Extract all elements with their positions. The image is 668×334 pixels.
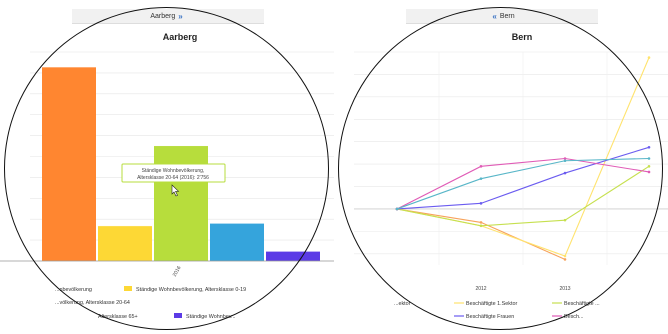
right-tab-bar[interactable]: « Bern — [406, 9, 598, 24]
left-tab-bar[interactable]: Aarberg » — [72, 9, 264, 24]
data-point[interactable] — [479, 221, 483, 224]
legend-item-1[interactable]: ...nbevölkerung — [55, 287, 92, 293]
data-point[interactable] — [647, 56, 651, 59]
data-point[interactable] — [563, 157, 567, 160]
right-tab-label[interactable]: Bern — [499, 12, 515, 20]
legend-swatch — [124, 286, 132, 291]
legend: ...nbevölkerung Ständige Wohnbevölkerung… — [55, 286, 246, 320]
legend-item-4[interactable]: Beschäftigte Frauen — [466, 314, 514, 320]
bar[interactable] — [266, 251, 320, 261]
bar[interactable] — [154, 145, 208, 261]
legend-item-5[interactable]: Besch... — [564, 314, 583, 320]
legend-item-5[interactable]: Ständige Wohnbev... — [186, 314, 236, 320]
grid — [354, 51, 668, 265]
legend-item-1[interactable]: ...ektor — [394, 301, 411, 307]
data-point[interactable] — [395, 207, 399, 211]
legend-item-3[interactable]: Beschäftigte ... — [564, 301, 600, 307]
mouse-cursor-icon — [171, 184, 180, 197]
tooltip: Ständige Wohnbevölkerung, Altersklasse 2… — [121, 163, 226, 183]
tooltip-line-2: Altersklasse 20-64 (2016): 2'756 — [137, 175, 209, 181]
series-line[interactable] — [396, 146, 650, 210]
data-point[interactable] — [563, 171, 567, 175]
forward-arrow-icon[interactable]: » — [178, 11, 183, 21]
data-point[interactable] — [479, 224, 483, 228]
bar[interactable] — [42, 67, 96, 261]
series-line[interactable] — [396, 165, 650, 227]
series-lines — [395, 56, 651, 261]
series-line[interactable] — [396, 208, 566, 260]
left-tab-label[interactable]: Aarberg — [150, 12, 176, 20]
data-point[interactable] — [563, 258, 567, 261]
series-line[interactable] — [396, 157, 650, 210]
legend-item-3[interactable]: ...völkerung, Altersklasse 20-64 — [55, 300, 130, 306]
right-panel: « Bern Bern 2012 2013 ...ektor Beschäftig… — [334, 0, 668, 334]
left-panel: Aarberg » Aarberg 2016 Ständige Wohnbevö… — [0, 7, 334, 330]
x-tick-label: 2012 — [475, 286, 486, 292]
x-tick-label: 2016 — [172, 265, 183, 278]
data-point[interactable] — [563, 218, 567, 222]
legend-item-4[interactable]: Altersklasse 65+ — [98, 314, 138, 320]
data-point[interactable] — [479, 177, 483, 180]
data-point[interactable] — [563, 254, 567, 258]
chart-title: Bern — [512, 32, 533, 42]
data-point[interactable] — [647, 165, 651, 168]
x-tick-label: 2013 — [559, 286, 570, 292]
legend: ...ektor Beschäftigte 1.Sektor Beschäfti… — [394, 301, 600, 320]
legend-swatch — [174, 313, 182, 318]
back-arrow-icon[interactable]: « — [492, 11, 497, 21]
data-point[interactable] — [647, 170, 651, 174]
chart-title: Aarberg — [163, 32, 198, 42]
data-point[interactable] — [647, 145, 651, 149]
data-point[interactable] — [479, 202, 483, 205]
series-line[interactable] — [396, 157, 650, 210]
right-chart: Bern 2012 2013 ...ektor Beschäftigte 1.Se… — [354, 32, 668, 320]
bar[interactable] — [98, 225, 152, 261]
data-point[interactable] — [647, 157, 651, 160]
data-point[interactable] — [563, 159, 567, 163]
data-point[interactable] — [479, 165, 483, 168]
legend-item-2[interactable]: Beschäftigte 1.Sektor — [466, 301, 517, 307]
tooltip-line-1: Ständige Wohnbevölkerung, — [142, 168, 205, 174]
x-tick-labels: 2012 2013 — [475, 286, 570, 292]
bar[interactable] — [210, 223, 264, 261]
legend-item-2[interactable]: Ständige Wohnbevölkerung, Altersklasse 0… — [136, 287, 246, 293]
left-chart: Aarberg 2016 Ständige Wohnbevölkerung, A… — [0, 32, 334, 320]
